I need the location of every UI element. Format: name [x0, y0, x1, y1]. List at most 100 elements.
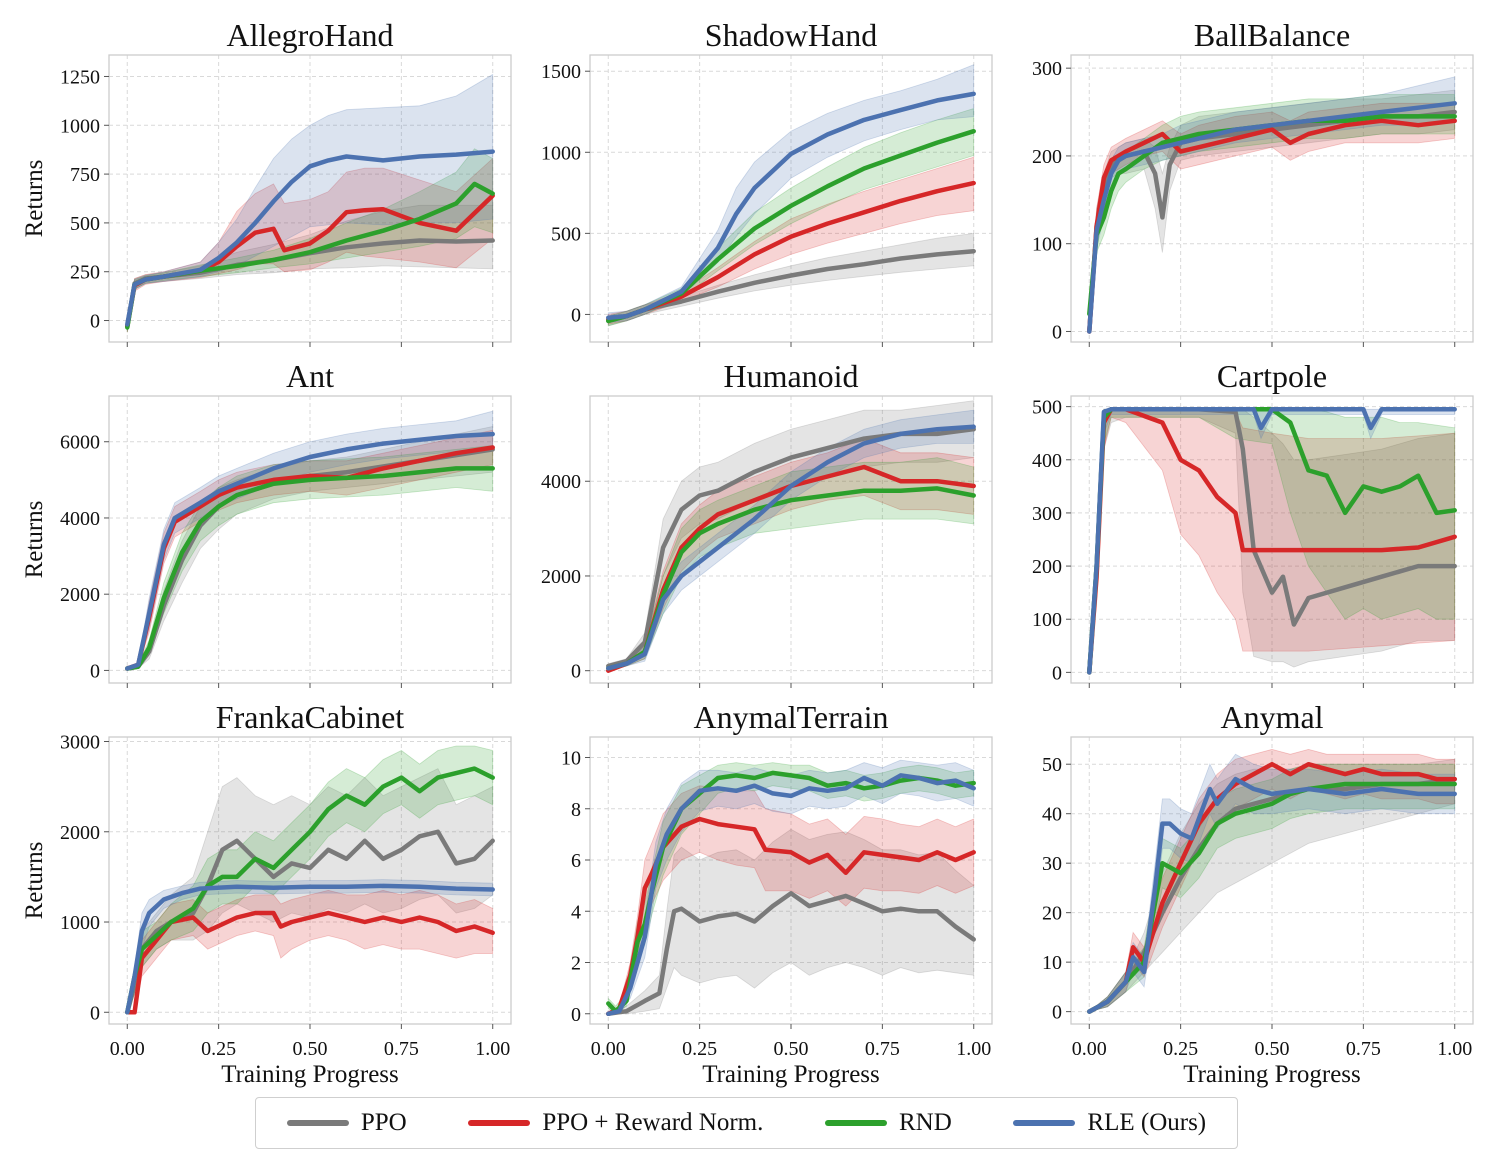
line-rle-ours [606, 91, 976, 320]
x-tick-label: 0.75 [865, 1038, 900, 1060]
y-tick-label: 1500 [541, 61, 581, 83]
band-rle-ours [607, 64, 975, 323]
legend-label: RND [898, 1109, 952, 1136]
line-rnd [606, 770, 976, 1014]
line-ppo-reward-norm [606, 816, 976, 1017]
line-rle-ours [606, 424, 976, 671]
subplot-title: AnymalTerrain [693, 699, 888, 735]
subplot-anymal: 0 10 20 30 40 50 0.00 0.25 0.50 0.75 1.00 Anymal Tra… [1042, 699, 1474, 1088]
y-tick-label: 0 [90, 1002, 100, 1024]
y-tick-label: 1000 [60, 115, 100, 137]
line-ppo-reward-norm [1087, 118, 1457, 334]
y-axis-label: Returns [21, 842, 48, 920]
line-rle-ours [125, 149, 495, 327]
x-tick-label: 0.00 [110, 1038, 145, 1060]
y-tick-label: 500 [551, 223, 581, 245]
y-tick-label: 0 [1052, 662, 1062, 684]
y-tick-label: 3000 [60, 732, 100, 754]
legend-label: PPO [360, 1109, 407, 1136]
subplot-title: FrankaCabinet [216, 699, 405, 735]
legend-swatch [1013, 1120, 1076, 1126]
y-tick-label: 0 [571, 304, 581, 326]
y-tick-label: 300 [1032, 58, 1062, 80]
subplot-title: BallBalance [1194, 17, 1350, 53]
legend-label: RLE (Ours) [1087, 1109, 1207, 1136]
y-axis-label: Returns [21, 501, 48, 579]
x-tick-label: 0.25 [682, 1038, 717, 1060]
subplot-allegrohand: 0 250 500 750 1000 1250 AllegroHand Returns [21, 17, 512, 347]
band-ppo [608, 828, 975, 1015]
legend-item-rnd: RND [824, 1109, 952, 1137]
x-tick-label: 1.00 [956, 1038, 991, 1060]
subplot-ballbalance: 0 100 200 300 BallBalance [1032, 17, 1474, 347]
y-tick-label: 6000 [60, 432, 100, 454]
x-tick-label: 0.00 [591, 1038, 626, 1060]
y-tick-label: 2 [571, 953, 581, 975]
y-tick-label: 1000 [541, 142, 581, 164]
legend-swatch [468, 1120, 531, 1126]
subplot-title: Cartpole [1217, 358, 1327, 394]
y-tick-label: 2000 [541, 566, 581, 588]
band-ppo [607, 232, 975, 327]
y-tick-label: 0 [90, 311, 100, 333]
legend-swatch [286, 1120, 349, 1126]
y-tick-label: 20 [1042, 903, 1062, 925]
subplot-frankacabinet: 0 1000 2000 3000 0.00 0.25 0.50 0.75 1.00 FrankaC… [21, 699, 512, 1088]
line-ppo [606, 891, 976, 1017]
y-tick-label: 50 [1042, 754, 1062, 776]
legend-item-ppo-reward-norm: PPO + Reward Norm. [468, 1109, 763, 1137]
line-rle-ours [1087, 776, 1457, 1014]
y-tick-label: 500 [1032, 397, 1062, 419]
x-tick-label: 1.00 [1437, 1038, 1472, 1060]
legend-item-rle-ours: RLE (Ours) [1013, 1109, 1206, 1137]
band-rle-ours [607, 409, 975, 672]
line-rle-ours [125, 883, 495, 1015]
subplot-humanoid: 0 2000 4000 Humanoid [541, 358, 993, 688]
y-tick-label: 8 [571, 799, 581, 821]
line-rnd [1087, 781, 1457, 1014]
x-tick-label: 0.25 [1163, 1038, 1198, 1060]
x-axis-label: Training Progress [1183, 1061, 1361, 1088]
line-rle-ours [125, 431, 495, 671]
y-tick-label: 400 [1032, 450, 1062, 472]
band-ppo [1089, 758, 1456, 1012]
legend-swatch [824, 1120, 887, 1126]
line-rnd [125, 466, 495, 671]
y-tick-label: 200 [1032, 556, 1062, 578]
y-tick-label: 0 [1052, 1002, 1062, 1024]
subplot-title: Humanoid [723, 358, 858, 394]
subplot-shadowhand: 0 500 1000 1500 ShadowHand [541, 17, 993, 347]
x-tick-label: 0.00 [1072, 1038, 1107, 1060]
line-ppo-reward-norm [1087, 761, 1457, 1014]
y-tick-label: 10 [1042, 952, 1062, 974]
line-rle-ours [1087, 101, 1457, 334]
y-axis-label: Returns [21, 160, 48, 238]
band-rnd [1088, 94, 1456, 332]
subplot-title: Ant [286, 358, 334, 394]
y-tick-label: 1250 [60, 66, 100, 88]
band-rnd [607, 762, 975, 1015]
legend: PPO PPO + Reward Norm. RND RLE (Ours) [255, 1097, 1238, 1149]
y-tick-label: 500 [70, 213, 100, 235]
y-tick-label: 40 [1042, 804, 1062, 826]
y-tick-label: 300 [1032, 503, 1062, 525]
x-axis-label: Training Progress [702, 1061, 880, 1088]
y-tick-label: 2000 [60, 584, 100, 606]
legend-label: PPO + Reward Norm. [542, 1109, 764, 1136]
band-ppo [607, 400, 975, 669]
band-rnd [607, 457, 975, 672]
legend-item-ppo: PPO [286, 1109, 407, 1137]
y-tick-label: 6 [571, 850, 581, 872]
subplot-title: AllegroHand [226, 17, 393, 53]
subplot-title: Anymal [1220, 699, 1323, 735]
line-rnd [125, 766, 495, 1015]
x-tick-label: 0.50 [1255, 1038, 1290, 1060]
x-tick-label: 0.50 [774, 1038, 809, 1060]
x-axis-label: Training Progress [221, 1061, 399, 1088]
y-tick-label: 200 [1032, 146, 1062, 168]
x-tick-label: 0.75 [1346, 1038, 1381, 1060]
y-tick-label: 4 [571, 901, 581, 923]
subplot-title: ShadowHand [705, 17, 877, 53]
y-tick-label: 0 [571, 1004, 581, 1026]
